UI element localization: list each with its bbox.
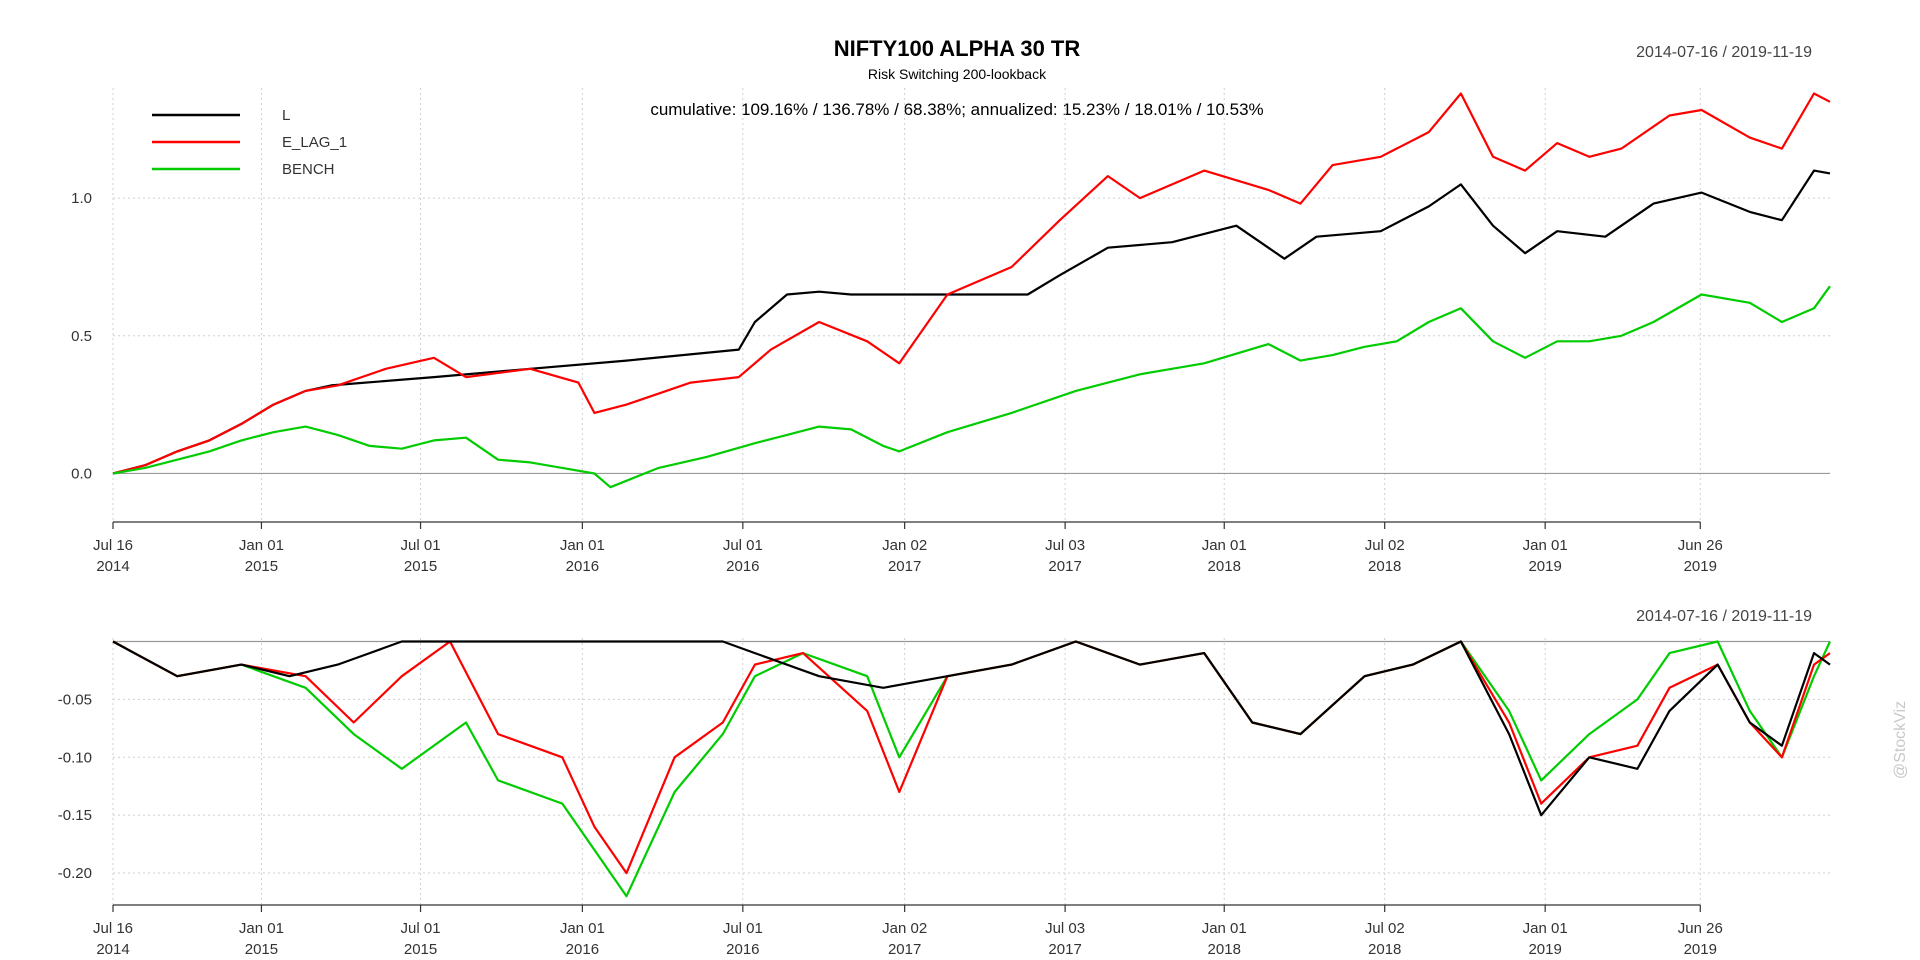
bottom-y-tick-label-2: -0.15	[58, 807, 92, 824]
bottom-series-l	[112, 640, 1831, 817]
bottom-y-tick-label-0: -0.05	[58, 691, 92, 708]
bottom-x-tick-label-10: Jun 26	[1678, 920, 1723, 937]
top-x-tick-year-4: 2016	[726, 558, 759, 575]
bottom-x-axis: Jul 16 2014 Jan 01 2015 Jul 01 2015 Jan 01 2016…	[93, 904, 1723, 958]
top-x-tick-year-10: 2019	[1684, 558, 1717, 575]
bottom-x-tick-year-6: 2017	[1048, 941, 1081, 958]
top-x-tick-year-6: 2017	[1048, 558, 1081, 575]
bottom-x-tick-label-0: Jul 16	[93, 920, 133, 937]
top-grid	[112, 88, 1830, 522]
bottom-y-axis: -0.05 -0.10 -0.15 -0.20	[58, 691, 92, 882]
top-series-lines	[112, 92, 1831, 489]
top-x-tick-year-7: 2018	[1208, 558, 1241, 575]
bottom-x-tick-year-0: 2014	[96, 941, 129, 958]
bottom-x-tick-year-9: 2019	[1528, 941, 1561, 958]
bottom-x-tick-label-6: Jul 03	[1045, 920, 1085, 937]
bottom-y-tick-label-1: -0.10	[58, 749, 92, 766]
top-x-tick-year-8: 2018	[1368, 558, 1401, 575]
chart-title: NIFTY100 ALPHA 30 TR	[834, 36, 1081, 61]
bottom-x-tick-year-7: 2018	[1208, 941, 1241, 958]
top-x-tick-year-1: 2015	[245, 558, 278, 575]
top-series-bench	[112, 285, 1831, 489]
legend-label-l: L	[282, 107, 290, 124]
bottom-series-lines	[112, 640, 1831, 898]
chart-subtitle: Risk Switching 200-lookback	[868, 66, 1047, 82]
date-range-bottom: 2014-07-16 / 2019-11-19	[1636, 608, 1812, 625]
bottom-x-tick-label-8: Jul 02	[1365, 920, 1405, 937]
top-x-tick-year-9: 2019	[1528, 558, 1561, 575]
stats-label: cumulative: 109.16% / 136.78% / 68.38%; …	[650, 100, 1263, 119]
top-x-tick-label-8: Jul 02	[1365, 537, 1405, 554]
top-x-tick-label-3: Jan 01	[560, 537, 605, 554]
bottom-x-tick-label-5: Jan 02	[882, 920, 927, 937]
bottom-x-tick-label-3: Jan 01	[560, 920, 605, 937]
bottom-x-tick-year-4: 2016	[726, 941, 759, 958]
top-x-tick-label-10: Jun 26	[1678, 537, 1723, 554]
bottom-x-tick-label-9: Jan 01	[1523, 920, 1568, 937]
top-y-axis: 0.0 0.5 1.0	[71, 190, 92, 482]
bottom-x-tick-year-1: 2015	[245, 941, 278, 958]
bottom-series-e-lag-1	[112, 640, 1831, 875]
bottom-x-tick-year-8: 2018	[1368, 941, 1401, 958]
top-x-tick-year-0: 2014	[96, 558, 129, 575]
top-x-tick-label-0: Jul 16	[93, 537, 133, 554]
top-x-tick-year-3: 2016	[566, 558, 599, 575]
bottom-y-tick-label-3: -0.20	[58, 865, 92, 882]
top-x-tick-label-9: Jan 01	[1523, 537, 1568, 554]
top-x-axis: Jul 16 2014 Jan 01 2015 Jul 01 2015 Jan 01 2016…	[93, 521, 1723, 575]
legend-label-bench: BENCH	[282, 161, 335, 178]
bottom-x-tick-label-7: Jan 01	[1202, 920, 1247, 937]
top-x-tick-label-1: Jan 01	[239, 537, 284, 554]
bottom-x-tick-label-1: Jan 01	[239, 920, 284, 937]
top-x-tick-label-4: Jul 01	[723, 537, 763, 554]
top-series-l	[112, 169, 1831, 475]
top-x-tick-year-2: 2015	[404, 558, 437, 575]
top-x-tick-label-5: Jan 02	[882, 537, 927, 554]
top-x-tick-label-7: Jan 01	[1202, 537, 1247, 554]
top-x-tick-label-6: Jul 03	[1045, 537, 1085, 554]
bottom-series-bench	[112, 640, 1831, 898]
top-y-tick-label-2: 1.0	[71, 190, 92, 207]
bottom-x-tick-year-10: 2019	[1684, 941, 1717, 958]
bottom-x-tick-label-4: Jul 01	[723, 920, 763, 937]
bottom-x-tick-year-2: 2015	[404, 941, 437, 958]
top-x-tick-label-2: Jul 01	[401, 537, 441, 554]
bottom-x-tick-year-5: 2017	[888, 941, 921, 958]
top-y-tick-label-0: 0.0	[71, 465, 92, 482]
bottom-grid	[112, 638, 1830, 905]
legend-label-e-lag-1: E_LAG_1	[282, 134, 347, 151]
top-series-e-lag-1	[112, 92, 1831, 475]
legend: L E_LAG_1 BENCH	[152, 107, 347, 178]
watermark: @StockViz	[1892, 701, 1909, 779]
top-x-tick-year-5: 2017	[888, 558, 921, 575]
bottom-x-tick-label-2: Jul 01	[401, 920, 441, 937]
bottom-x-tick-year-3: 2016	[566, 941, 599, 958]
date-range-top: 2014-07-16 / 2019-11-19	[1636, 44, 1812, 61]
top-y-tick-label-1: 0.5	[71, 328, 92, 345]
